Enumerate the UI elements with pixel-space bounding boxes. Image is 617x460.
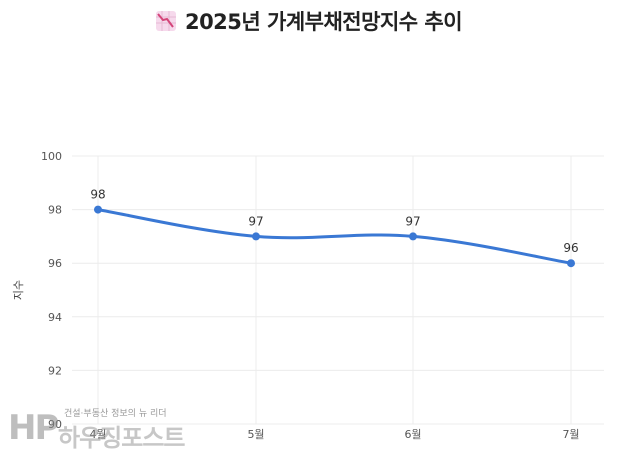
chart-decreasing-icon xyxy=(155,10,177,32)
watermark-tagline: 건설·부동산 정보의 뉴 리더 xyxy=(64,409,167,419)
y-axis-title: 지수 xyxy=(12,280,25,300)
data-label: 97 xyxy=(248,214,263,228)
y-tick-label: 98 xyxy=(48,204,62,217)
y-tick-label: 92 xyxy=(48,364,62,377)
x-tick-label: 4월 xyxy=(89,428,106,441)
y-tick-label: 100 xyxy=(41,150,62,163)
data-point xyxy=(567,259,575,268)
data-labels-layer: 98 97 97 96 xyxy=(90,188,578,256)
watermark: HP 건설·부동산 정보의 뉴 리더 하우징포스트 xyxy=(8,402,218,452)
x-tick-label: 5월 xyxy=(247,428,264,441)
series-layer xyxy=(96,208,573,265)
x-tick-label: 7월 xyxy=(562,428,579,441)
grid xyxy=(72,155,604,425)
watermark-logo: HP xyxy=(8,408,59,448)
y-tick-label: 90 xyxy=(48,418,62,431)
chart-title: 2025년 가계부채전망지수 추이 xyxy=(184,10,463,34)
points-layer xyxy=(94,205,575,268)
x-tick-label: 6월 xyxy=(404,428,421,441)
data-label: 98 xyxy=(90,188,105,202)
series-line xyxy=(96,208,573,265)
data-label: 96 xyxy=(563,241,578,255)
y-tick-label: 96 xyxy=(48,257,62,270)
data-point xyxy=(409,232,417,241)
watermark-name: 하우징포스트 xyxy=(58,424,185,452)
data-label: 97 xyxy=(405,214,420,228)
data-point xyxy=(94,205,102,214)
data-point xyxy=(252,232,260,241)
x-axis: 4월 5월 6월 7월 xyxy=(89,428,579,441)
y-axis: 90 92 94 96 98 100 xyxy=(41,150,62,431)
y-tick-label: 94 xyxy=(48,311,62,324)
chart-title-row: 2025년 가계부채전망지수 추이 xyxy=(0,4,617,38)
